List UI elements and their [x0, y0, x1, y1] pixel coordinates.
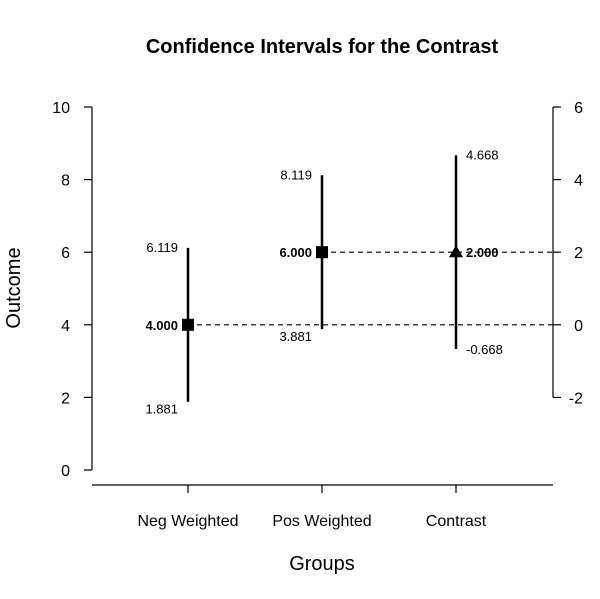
- estimate-label-neg-weighted: 4.000: [145, 318, 178, 333]
- x-axis-title: Groups: [289, 553, 355, 575]
- right-y-tick-label: 4: [574, 173, 583, 190]
- estimate-marker-contrast: [449, 245, 463, 258]
- plot-area: 0 2 4 6 8 10 -2 0 2 4 6 Neg Weighted Pos Weighted Con…: [52, 100, 583, 530]
- estimate-marker-pos-weighted: [316, 246, 328, 259]
- x-tick-label: Pos Weighted: [272, 513, 371, 530]
- upper-label-pos-weighted: 8.119: [280, 167, 312, 182]
- upper-label-contrast: 4.668: [466, 147, 499, 162]
- estimate-label-pos-weighted: 6.000: [279, 245, 312, 260]
- left-y-tick-label: 0: [61, 463, 70, 480]
- y-axis-title: Outcome: [3, 247, 25, 328]
- left-y-tick-label: 10: [52, 100, 70, 117]
- left-y-tick-label: 4: [61, 318, 70, 335]
- lower-label-neg-weighted: 1.881: [145, 402, 178, 417]
- left-y-tick-label: 8: [61, 173, 70, 190]
- right-y-tick-label: 2: [574, 245, 583, 262]
- left-y-tick-label: 6: [61, 245, 70, 262]
- estimate-marker-neg-weighted: [182, 318, 194, 331]
- right-y-tick-label: -2: [569, 390, 583, 407]
- lower-label-pos-weighted: 3.881: [279, 329, 312, 344]
- right-y-tick-label: 0: [574, 318, 583, 335]
- lower-label-contrast: -0.668: [466, 342, 503, 357]
- x-tick-label: Neg Weighted: [137, 513, 238, 530]
- right-y-tick-label: 6: [574, 100, 583, 117]
- chart-title: Confidence Intervals for the Contrast: [146, 36, 499, 58]
- estimate-label-contrast: 2.000: [466, 245, 499, 260]
- x-tick-label: Contrast: [426, 513, 487, 530]
- upper-label-neg-weighted: 6.119: [146, 240, 178, 255]
- left-y-tick-label: 2: [61, 390, 70, 407]
